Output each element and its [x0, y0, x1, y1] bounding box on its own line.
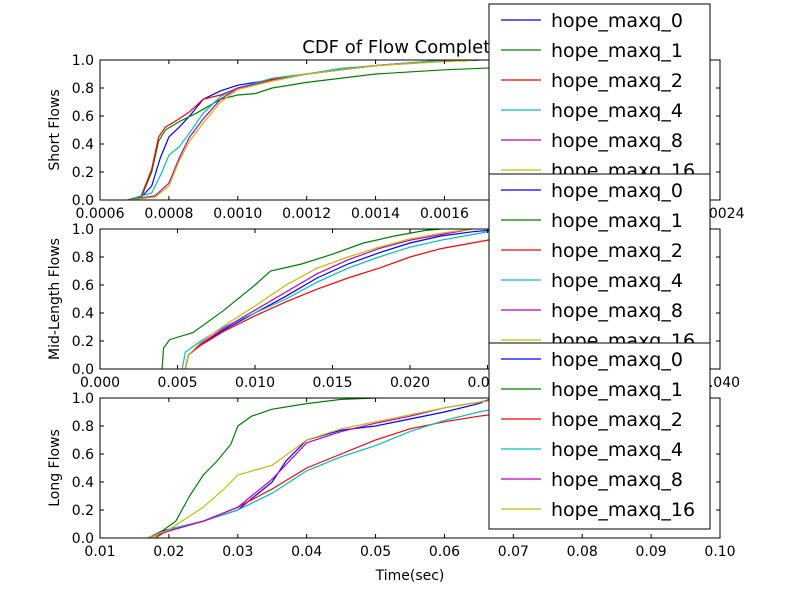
x-tick-label: 0.015 — [312, 375, 352, 391]
x-tick-label: 0.09 — [636, 544, 667, 560]
x-tick-label: 0.0016 — [420, 206, 469, 222]
series-line-hope-maxq-8 — [127, 60, 479, 200]
y-tick-label: 1.0 — [72, 222, 94, 238]
legend-2: hope_maxq_0 hope_maxq_1 hope_maxq_2 hope_ma… — [488, 173, 711, 355]
y-tick-label: 0.4 — [72, 306, 94, 322]
legend-entry-label: hope_maxq_2 — [551, 409, 683, 431]
series-line-hope-maxq-16 — [127, 60, 479, 200]
y-tick-label: 0.0 — [72, 362, 94, 378]
legend-entry-label: hope_maxq_8 — [551, 469, 683, 491]
x-tick-label: 0.005 — [157, 375, 197, 391]
series-line-hope-maxq-8 — [148, 398, 500, 538]
x-tick-label: 0.06 — [429, 544, 460, 560]
x-tick-label: 0.020 — [390, 375, 430, 391]
legend-stack: hope_maxq_0 hope_maxq_1 hope_maxq_2 hope_ma… — [488, 3, 711, 530]
legend-entry-label: hope_maxq_1 — [551, 379, 683, 401]
legend-entry-label: hope_maxq_8 — [551, 130, 683, 152]
x-tick-label: 0.0008 — [144, 206, 193, 222]
x-tick-label: 0.02 — [153, 544, 184, 560]
x-tick-label: 0.08 — [567, 544, 598, 560]
x-tick-label: 0.04 — [291, 544, 322, 560]
x-tick-label: 0.03 — [222, 544, 253, 560]
x-axis-label: Time(sec) — [375, 568, 445, 584]
legend-entry-label: hope_maxq_0 — [551, 349, 683, 371]
x-tick-label: 0.07 — [498, 544, 529, 560]
series-line-hope-maxq-4 — [181, 229, 504, 369]
series-line-hope-maxq-4 — [147, 398, 548, 538]
series-line-hope-maxq-0 — [147, 398, 493, 538]
y-axis-label: Long Flows — [47, 429, 63, 507]
x-tick-label: 0.0006 — [76, 206, 125, 222]
series-line-hope-maxq-16 — [147, 398, 514, 538]
series-line-hope-maxq-4 — [127, 60, 445, 200]
y-tick-label: 0.6 — [72, 447, 94, 463]
y-tick-label: 0.0 — [72, 531, 94, 547]
x-tick-label: 0.010 — [235, 375, 275, 391]
legend-entry-label: hope_maxq_4 — [551, 100, 683, 122]
legend-entry-label: hope_maxq_8 — [551, 300, 683, 322]
figure-title: CDF of Flow Completion — [302, 37, 517, 58]
plot-lines — [161, 229, 566, 369]
x-tick-label: 0.05 — [360, 544, 391, 560]
legend-entry-label: hope_maxq_1 — [551, 40, 683, 62]
series-line-hope-maxq-0 — [127, 60, 479, 200]
y-tick-label: 0.8 — [72, 250, 94, 266]
legend-entry-label: hope_maxq_1 — [551, 210, 683, 232]
series-line-hope-maxq-1 — [161, 229, 442, 369]
y-tick-label: 0.4 — [72, 137, 94, 153]
x-tick-label: 0.10 — [704, 544, 735, 560]
legend-entry-label: hope_maxq_0 — [551, 180, 683, 202]
y-tick-label: 0.2 — [72, 334, 94, 350]
series-line-hope-maxq-1 — [127, 60, 583, 200]
y-tick-label: 0.2 — [72, 503, 94, 519]
y-tick-label: 0.2 — [72, 165, 94, 181]
legend-3: hope_maxq_0 hope_maxq_1 hope_maxq_2 hope_ma… — [488, 342, 711, 530]
y-tick-label: 0.4 — [72, 475, 94, 491]
y-axis-label: Mid-Length Flows — [47, 238, 63, 360]
subplot-3: 0.01 0.02 0.03 0.04 0.05 0.06 0.07 0.08 0.09 0.10… — [47, 391, 736, 560]
axes-frame — [99, 59, 721, 201]
x-tick-label: 0.0012 — [282, 206, 331, 222]
legend-entry-label: hope_maxq_2 — [551, 70, 683, 92]
series-line-hope-maxq-16 — [184, 229, 473, 369]
y-tick-label: 0.8 — [72, 419, 94, 435]
series-line-hope-maxq-2 — [127, 60, 445, 200]
legend-entry-label: hope_maxq_2 — [551, 240, 683, 262]
x-tick-label: 0.0014 — [351, 206, 400, 222]
legend-entry-label: hope_maxq_16 — [551, 499, 695, 521]
y-axis-label: Short Flows — [47, 89, 63, 170]
y-tick-label: 0.8 — [72, 81, 94, 97]
y-tick-label: 0.0 — [72, 193, 94, 209]
legend-entry-label: hope_maxq_0 — [551, 10, 683, 32]
legend-box — [488, 173, 711, 355]
legend-box — [488, 3, 711, 185]
y-tick-label: 0.6 — [72, 278, 94, 294]
legend-entry-label: hope_maxq_4 — [551, 270, 683, 292]
legend-1: hope_maxq_0 hope_maxq_1 hope_maxq_2 hope_ma… — [488, 3, 711, 185]
legend-box — [488, 342, 711, 530]
x-tick-label: 0.0010 — [213, 206, 262, 222]
axes-frame — [99, 397, 721, 539]
series-line-hope-maxq-1 — [147, 398, 376, 538]
legend-entry-label: hope_maxq_4 — [551, 439, 683, 461]
y-tick-label: 1.0 — [72, 53, 94, 69]
plot-lines — [127, 60, 583, 200]
x-tick-label: 0.01 — [84, 544, 115, 560]
y-tick-label: 0.6 — [72, 109, 94, 125]
series-line-hope-maxq-8 — [184, 229, 473, 369]
x-tick-label: 0.000 — [80, 375, 120, 391]
y-tick-label: 1.0 — [72, 391, 94, 407]
